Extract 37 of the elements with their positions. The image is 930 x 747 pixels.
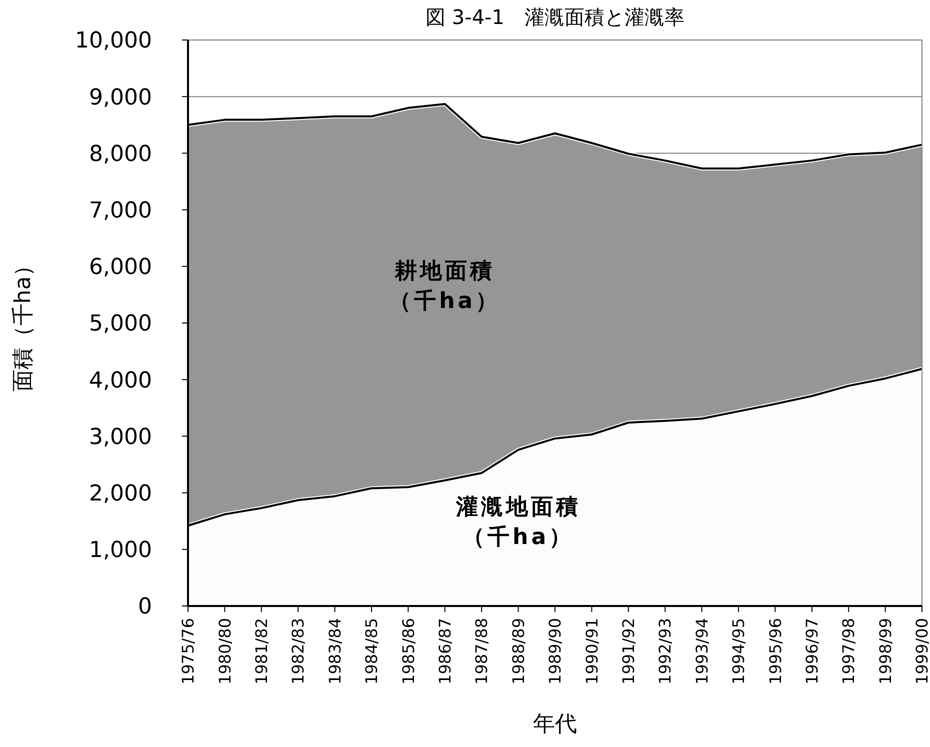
y-tick-label: 9,000 [89,85,152,110]
x-tick-label: 1994/95 [729,618,748,684]
x-tick-label: 1981/82 [252,618,271,684]
x-tick-label: 1987/88 [472,618,492,684]
x-tick-label: 1999/00 [912,618,930,684]
y-tick-label: 1,000 [89,538,152,564]
y-tick-label: 7,000 [89,198,152,224]
x-tick-label: 1980/80 [215,618,234,684]
x-tick-label: 1990/91 [582,618,602,684]
x-tick-label: 1993/94 [692,618,712,684]
x-tick-label: 1975/76 [178,618,198,684]
y-tick-label: 4,000 [89,368,152,394]
x-tick-label: 1982/83 [288,618,308,684]
x-tick-label: 1983/84 [325,618,344,684]
y-tick-label: 2,000 [89,482,152,506]
y-tick-label: 0 [138,594,152,620]
x-tick-label: 1991/92 [619,618,638,684]
y-tick-label: 6,000 [89,255,152,280]
x-tick-label: 1997/98 [839,618,858,684]
series-label: 耕地面積（千ha） [389,259,501,314]
x-tick-label: 1992/93 [656,618,675,684]
series-label: 灌漑地面積（千ha） [454,494,581,550]
x-tick-label: 1996/97 [802,618,822,684]
x-tick-label: 1988/89 [508,618,528,684]
chart-title: 図 3-4-1 灌漑面積と灌漑率 [426,5,684,29]
x-tick-label: 1989/90 [546,618,565,684]
y-tick-label: 10,000 [75,28,152,54]
y-tick-label: 5,000 [89,312,152,337]
y-tick-label: 3,000 [89,424,152,450]
x-tick-label: 1995/96 [766,618,785,684]
x-tick-label: 1986/87 [436,618,454,684]
x-tick-label: 1984/85 [362,618,382,684]
x-axis-title: 年代 [533,712,577,737]
y-tick-label: 8,000 [89,142,152,167]
y-axis-title: 面積（千ha） [11,254,36,392]
x-tick-label: 1985/86 [398,618,418,684]
x-tick-label: 1998/99 [876,618,895,684]
